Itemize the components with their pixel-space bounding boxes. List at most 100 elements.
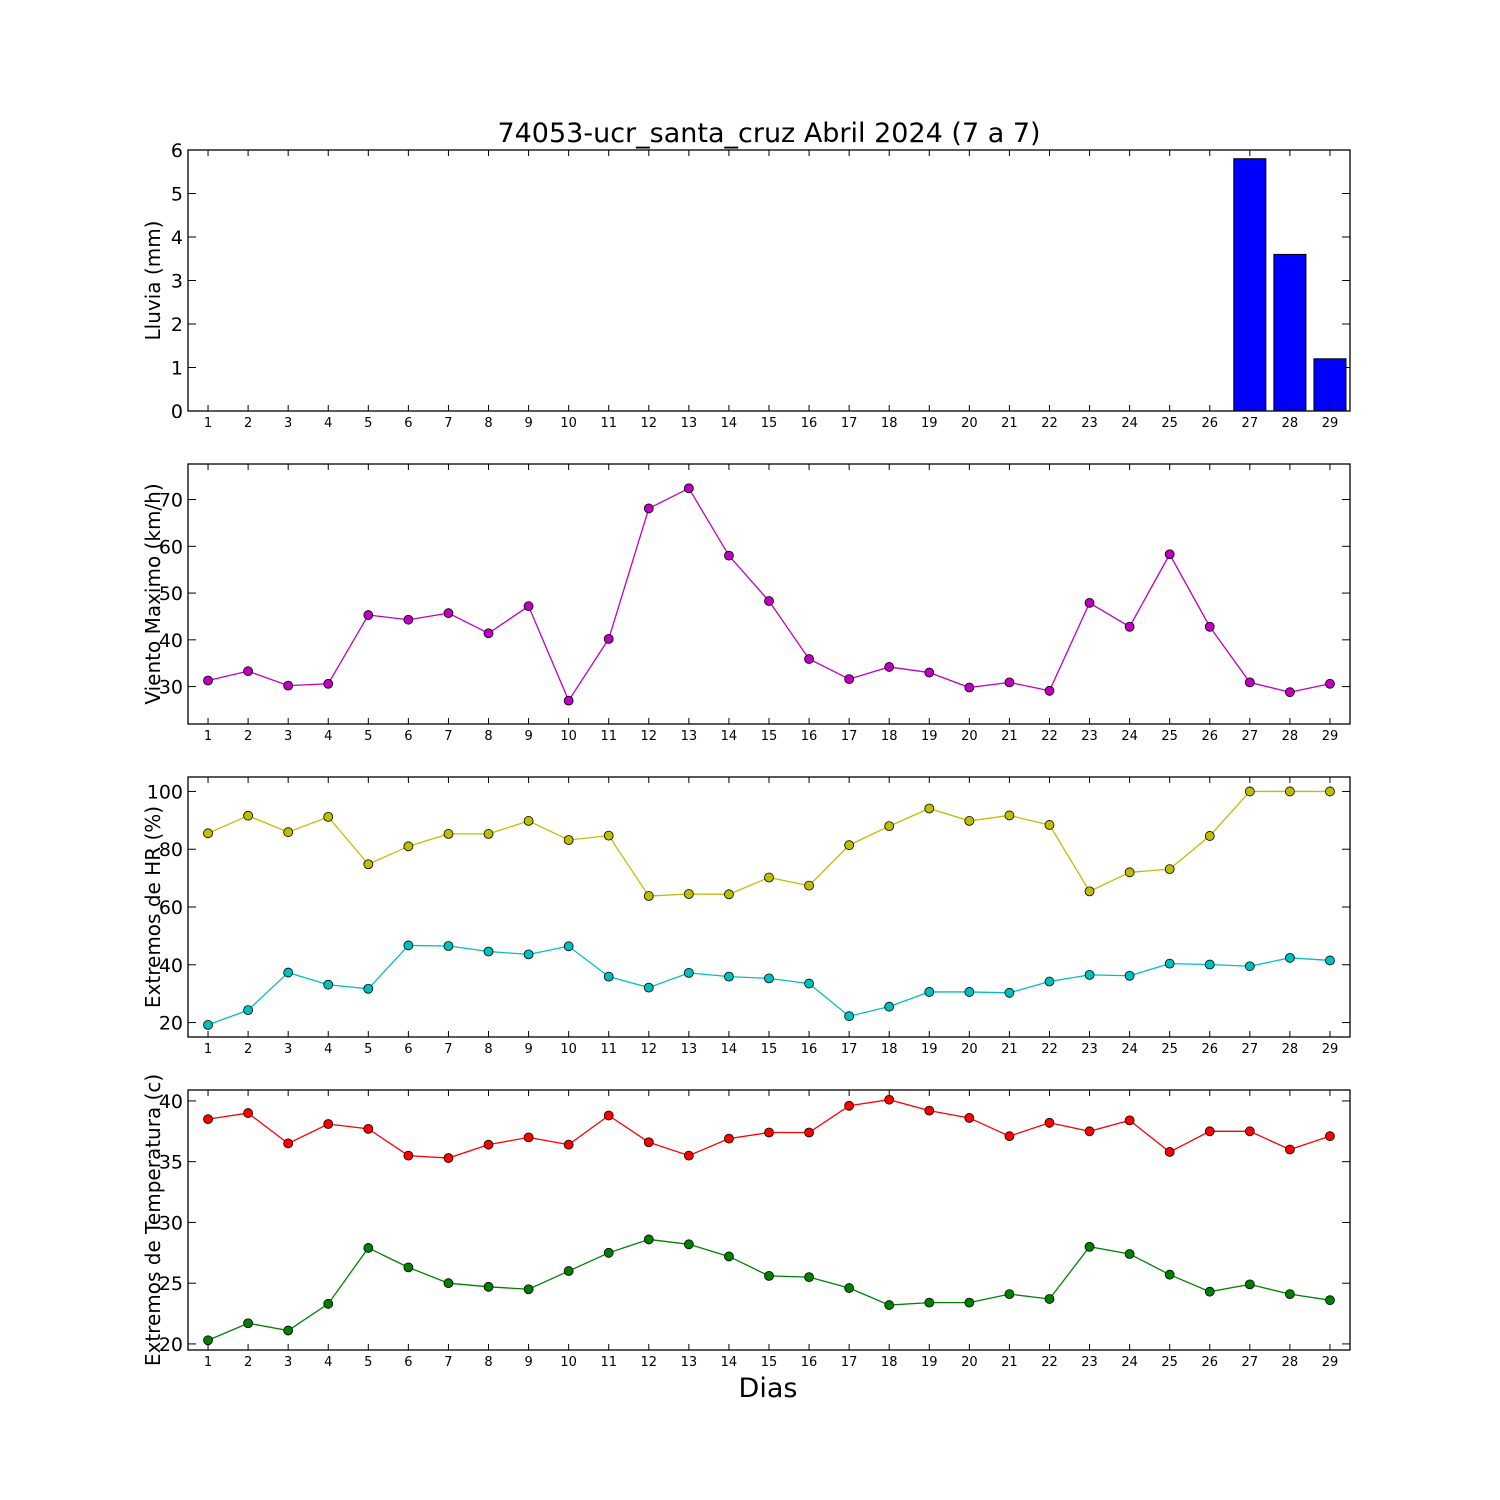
x-tick-label: 15 <box>761 416 778 431</box>
x-tick-label: 18 <box>881 1042 898 1057</box>
x-tick-label: 16 <box>801 1042 818 1057</box>
data-point <box>1004 987 1015 998</box>
y-tick-label: 40 <box>159 955 183 977</box>
data-point <box>884 821 895 832</box>
data-point <box>964 987 975 997</box>
x-tick-label: 29 <box>1322 729 1339 744</box>
data-point <box>283 680 294 691</box>
bar <box>1313 358 1347 412</box>
x-tick-label: 28 <box>1282 1355 1299 1370</box>
plot-frame <box>187 149 1351 412</box>
data-point <box>724 1251 734 1262</box>
data-point <box>1124 1249 1135 1259</box>
data-point <box>363 859 374 870</box>
y-tick-label: 30 <box>159 677 183 699</box>
data-point <box>1124 867 1135 878</box>
x-tick-label: 23 <box>1081 1355 1098 1370</box>
data-point <box>1285 1289 1295 1300</box>
data-point <box>804 880 814 891</box>
x-tick-label: 21 <box>1001 1355 1018 1370</box>
y-axis-label: Extremos de HR (%) <box>141 806 165 1008</box>
data-point <box>483 628 494 639</box>
x-tick-label: 11 <box>600 416 617 431</box>
x-tick-label: 7 <box>444 1042 452 1057</box>
data-point <box>844 840 855 851</box>
data-point <box>764 973 774 984</box>
data-point <box>724 550 734 561</box>
data-point <box>1285 786 1295 797</box>
x-tick-label: 22 <box>1041 729 1058 744</box>
x-tick-label: 3 <box>284 1355 292 1370</box>
data-point <box>323 1119 334 1129</box>
x-tick-label: 5 <box>364 416 372 431</box>
data-point <box>724 971 734 982</box>
x-tick-label: 26 <box>1201 1355 1218 1370</box>
x-tick-label: 9 <box>524 1042 532 1057</box>
data-point <box>1004 1131 1015 1142</box>
x-tick-label: 1 <box>204 1355 212 1370</box>
data-point <box>1244 786 1255 797</box>
data-point <box>403 940 414 951</box>
x-tick-label: 25 <box>1161 1355 1178 1370</box>
data-point <box>1084 597 1095 608</box>
data-point <box>683 889 694 899</box>
data-point <box>403 1150 414 1161</box>
x-tick-label: 28 <box>1282 729 1299 744</box>
x-tick-label: 9 <box>524 729 532 744</box>
x-tick-label: 14 <box>721 416 738 431</box>
x-tick-label: 17 <box>841 729 858 744</box>
x-tick-label: 18 <box>881 416 898 431</box>
x-axis-label: Dias <box>739 1373 798 1404</box>
x-tick-label: 12 <box>641 1355 658 1370</box>
data-point <box>1325 786 1335 797</box>
bar <box>1273 253 1307 412</box>
data-point <box>363 1243 374 1253</box>
data-point <box>1285 1144 1295 1155</box>
x-tick-label: 2 <box>244 1042 252 1057</box>
series-line <box>207 944 1331 1026</box>
data-point <box>683 1239 694 1250</box>
y-tick-label: 40 <box>159 630 183 652</box>
y-tick-label: 60 <box>159 536 183 558</box>
x-tick-label: 6 <box>404 416 412 431</box>
data-point <box>683 483 694 494</box>
x-tick-label: 20 <box>961 1042 978 1057</box>
data-point <box>1204 959 1215 970</box>
x-tick-label: 27 <box>1242 1355 1259 1370</box>
data-point <box>203 1114 213 1125</box>
data-point <box>203 1335 213 1346</box>
y-tick-label: 100 <box>147 781 183 803</box>
x-tick-label: 4 <box>324 729 332 744</box>
data-point <box>1244 677 1255 688</box>
x-tick-label: 12 <box>641 1042 658 1057</box>
data-point <box>523 949 534 960</box>
data-point <box>203 675 213 686</box>
x-tick-label: 29 <box>1322 416 1339 431</box>
plot-frame <box>187 463 1351 725</box>
x-tick-label: 7 <box>444 1355 452 1370</box>
data-point <box>243 810 254 821</box>
data-point <box>964 1113 975 1123</box>
x-tick-label: 4 <box>324 1042 332 1057</box>
data-point <box>563 695 574 706</box>
x-tick-label: 11 <box>600 729 617 744</box>
series-line <box>207 487 1331 702</box>
data-point <box>363 983 374 994</box>
data-point <box>323 979 334 990</box>
x-tick-label: 6 <box>404 1355 412 1370</box>
data-point <box>1244 961 1255 972</box>
data-point <box>563 1266 574 1276</box>
data-point <box>603 830 614 841</box>
y-tick-label: 25 <box>159 1273 183 1295</box>
x-tick-label: 8 <box>484 1355 492 1370</box>
x-tick-label: 24 <box>1121 416 1138 431</box>
data-point <box>483 1139 494 1150</box>
data-point <box>924 667 935 678</box>
data-point <box>243 1318 254 1329</box>
x-tick-label: 26 <box>1201 416 1218 431</box>
data-point <box>1004 677 1015 688</box>
y-tick-label: 4 <box>171 227 183 249</box>
